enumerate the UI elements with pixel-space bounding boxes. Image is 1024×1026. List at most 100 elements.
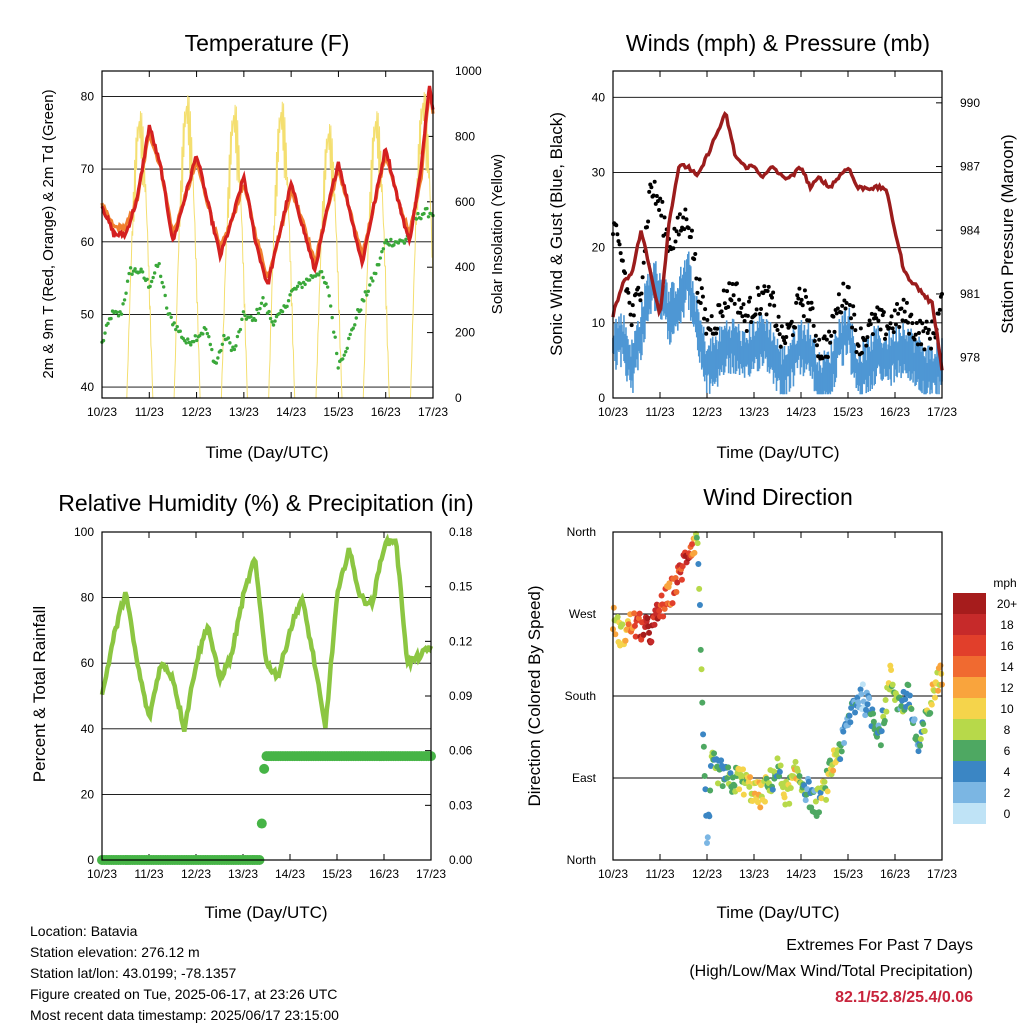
wind-gust-point-47 [662, 215, 667, 220]
wind-xtick-label-5: 15/23 [833, 405, 863, 419]
wind-gust-point-59 [675, 215, 680, 220]
direction-direction-point-407 [928, 701, 935, 708]
temp-dewpoint-point-19 [128, 266, 133, 270]
wind-gust-point-101 [721, 288, 726, 293]
direction-direction-point-225 [786, 800, 793, 807]
direction-direction-point-322 [862, 712, 869, 719]
temp-dewpoint-point-144 [316, 273, 321, 277]
wind-gust-point-60 [676, 232, 681, 237]
wind-gust-point-110 [731, 293, 736, 298]
direction-direction-point-62 [658, 592, 665, 599]
direction-direction-point-123 [706, 813, 713, 820]
rh-y2tick-label-6: 0.18 [449, 525, 473, 539]
direction-direction-point-263 [816, 809, 823, 816]
wind-gust-point-105 [726, 305, 731, 310]
temp-dewpoint-point-62 [193, 334, 197, 338]
direction-direction-point-34 [636, 610, 643, 617]
wind-gust-point-191 [820, 356, 825, 361]
wind-gust-point-118 [740, 314, 745, 319]
wind-gust-point-176 [804, 294, 809, 299]
direction-direction-point-108 [694, 540, 701, 547]
temp-dewpoint-point-135 [303, 282, 307, 287]
wind-gust-point-26 [639, 291, 644, 296]
temp-dewpoint-point-112 [268, 316, 273, 321]
direction-direction-point-355 [888, 666, 895, 673]
temp-dewpoint-point-25 [137, 270, 142, 274]
direction-direction-point-294 [840, 728, 847, 735]
legend-label-0: 20+ [997, 597, 1017, 611]
direction-direction-point-174 [746, 783, 753, 790]
wind-gust-point-249 [884, 332, 889, 337]
rh-chart-title: Relative Humidity (%) & Precipitation (i… [58, 490, 473, 516]
direction-direction-point-39 [640, 631, 647, 638]
rh-y2tick-label-0: 0.00 [449, 853, 473, 867]
wind-gust-point-85 [704, 331, 709, 336]
direction-direction-point-188 [757, 804, 764, 811]
wind-gust-point-261 [897, 324, 902, 329]
temp-ytick-label-3: 70 [81, 162, 95, 176]
legend-title: mph [993, 576, 1016, 590]
temp-dewpoint-point-49 [174, 327, 178, 332]
rh-y2tick-label-1: 0.03 [449, 798, 473, 812]
temp-dewpoint-point-22 [133, 267, 137, 271]
legend-label-8: 4 [1004, 765, 1011, 779]
temp-xtick-label-5: 15/23 [323, 405, 353, 419]
temp-solar-line-0 [126, 111, 154, 399]
direction-direction-point-27 [631, 610, 638, 617]
temp-dewpoint-point-35 [152, 271, 157, 275]
temp-chart-title: Temperature (F) [185, 30, 350, 56]
direction-direction-point-118 [702, 786, 709, 793]
direction-direction-point-349 [883, 708, 890, 715]
temp-dewpoint-point-81 [222, 333, 226, 338]
wind-frame [612, 70, 943, 399]
direction-direction-point-88 [678, 576, 685, 583]
wind-gust-point-185 [813, 333, 818, 338]
wind-gust-point-86 [705, 317, 710, 322]
rh-y2tick-label-4: 0.12 [449, 634, 473, 648]
temp-y2tick-label-5: 1000 [455, 64, 482, 78]
extremes-subheading: (High/Low/Max Wind/Total Precipitation) [689, 963, 973, 980]
legend-label-9: 2 [1004, 786, 1011, 800]
temp-dewpoint-point-67 [201, 332, 205, 336]
wind-gust-point-155 [780, 335, 785, 340]
wind-gust-point-174 [801, 314, 806, 319]
wind-gust-point-195 [824, 337, 829, 342]
wind-gust-point-253 [888, 321, 893, 326]
wind-gust-point-134 [757, 311, 762, 316]
temp-dewpoint-point-138 [307, 278, 312, 282]
direction-direction-point-116 [700, 743, 707, 750]
temp-dewpoint-point-113 [270, 320, 274, 324]
temp-dewpoint-point-147 [321, 275, 325, 280]
wind-gust-point-95 [715, 326, 720, 331]
wind-gust-point-254 [889, 314, 894, 319]
temp-dewpoint-point-42 [163, 293, 167, 298]
wind-gust-point-263 [899, 306, 904, 311]
direction-direction-point-64 [660, 613, 667, 620]
wind-gust-point-184 [812, 338, 817, 343]
temp-xtick-label-4: 14/23 [276, 405, 306, 419]
temp-dewpoint-point-169 [354, 316, 358, 320]
direction-direction-point-377 [905, 682, 912, 689]
direction-direction-point-6 [614, 614, 621, 621]
wind-gust-point-182 [810, 306, 815, 311]
rh-ytick-label-4: 80 [81, 591, 95, 605]
legend-label-6: 8 [1004, 723, 1011, 737]
temp-dewpoint-point-106 [259, 301, 264, 305]
wind-xtick-label-3: 13/23 [739, 405, 769, 419]
rh-xtick-label-7: 17/23 [416, 867, 446, 881]
temp-dewpoint-point-90 [235, 334, 240, 339]
temp-dewpoint-point-33 [149, 279, 154, 284]
wind-gust-point-227 [859, 350, 864, 355]
wind-gust-point-181 [809, 300, 814, 305]
wind-gust-point-76 [694, 276, 699, 281]
wind-gust-point-14 [626, 290, 631, 295]
direction-direction-point-114 [699, 699, 706, 706]
direction-direction-point-147 [725, 764, 732, 771]
legend-swatch-6 [953, 719, 986, 740]
extremes-heading: Extremes For Past 7 Days [786, 937, 973, 954]
temp-dewpoint-point-77 [216, 356, 220, 360]
wind-gust-point-287 [925, 330, 930, 335]
wind-gust-point-255 [890, 326, 895, 331]
wind-gust-point-151 [776, 314, 781, 319]
temp-ytick-label-4: 80 [81, 89, 95, 103]
